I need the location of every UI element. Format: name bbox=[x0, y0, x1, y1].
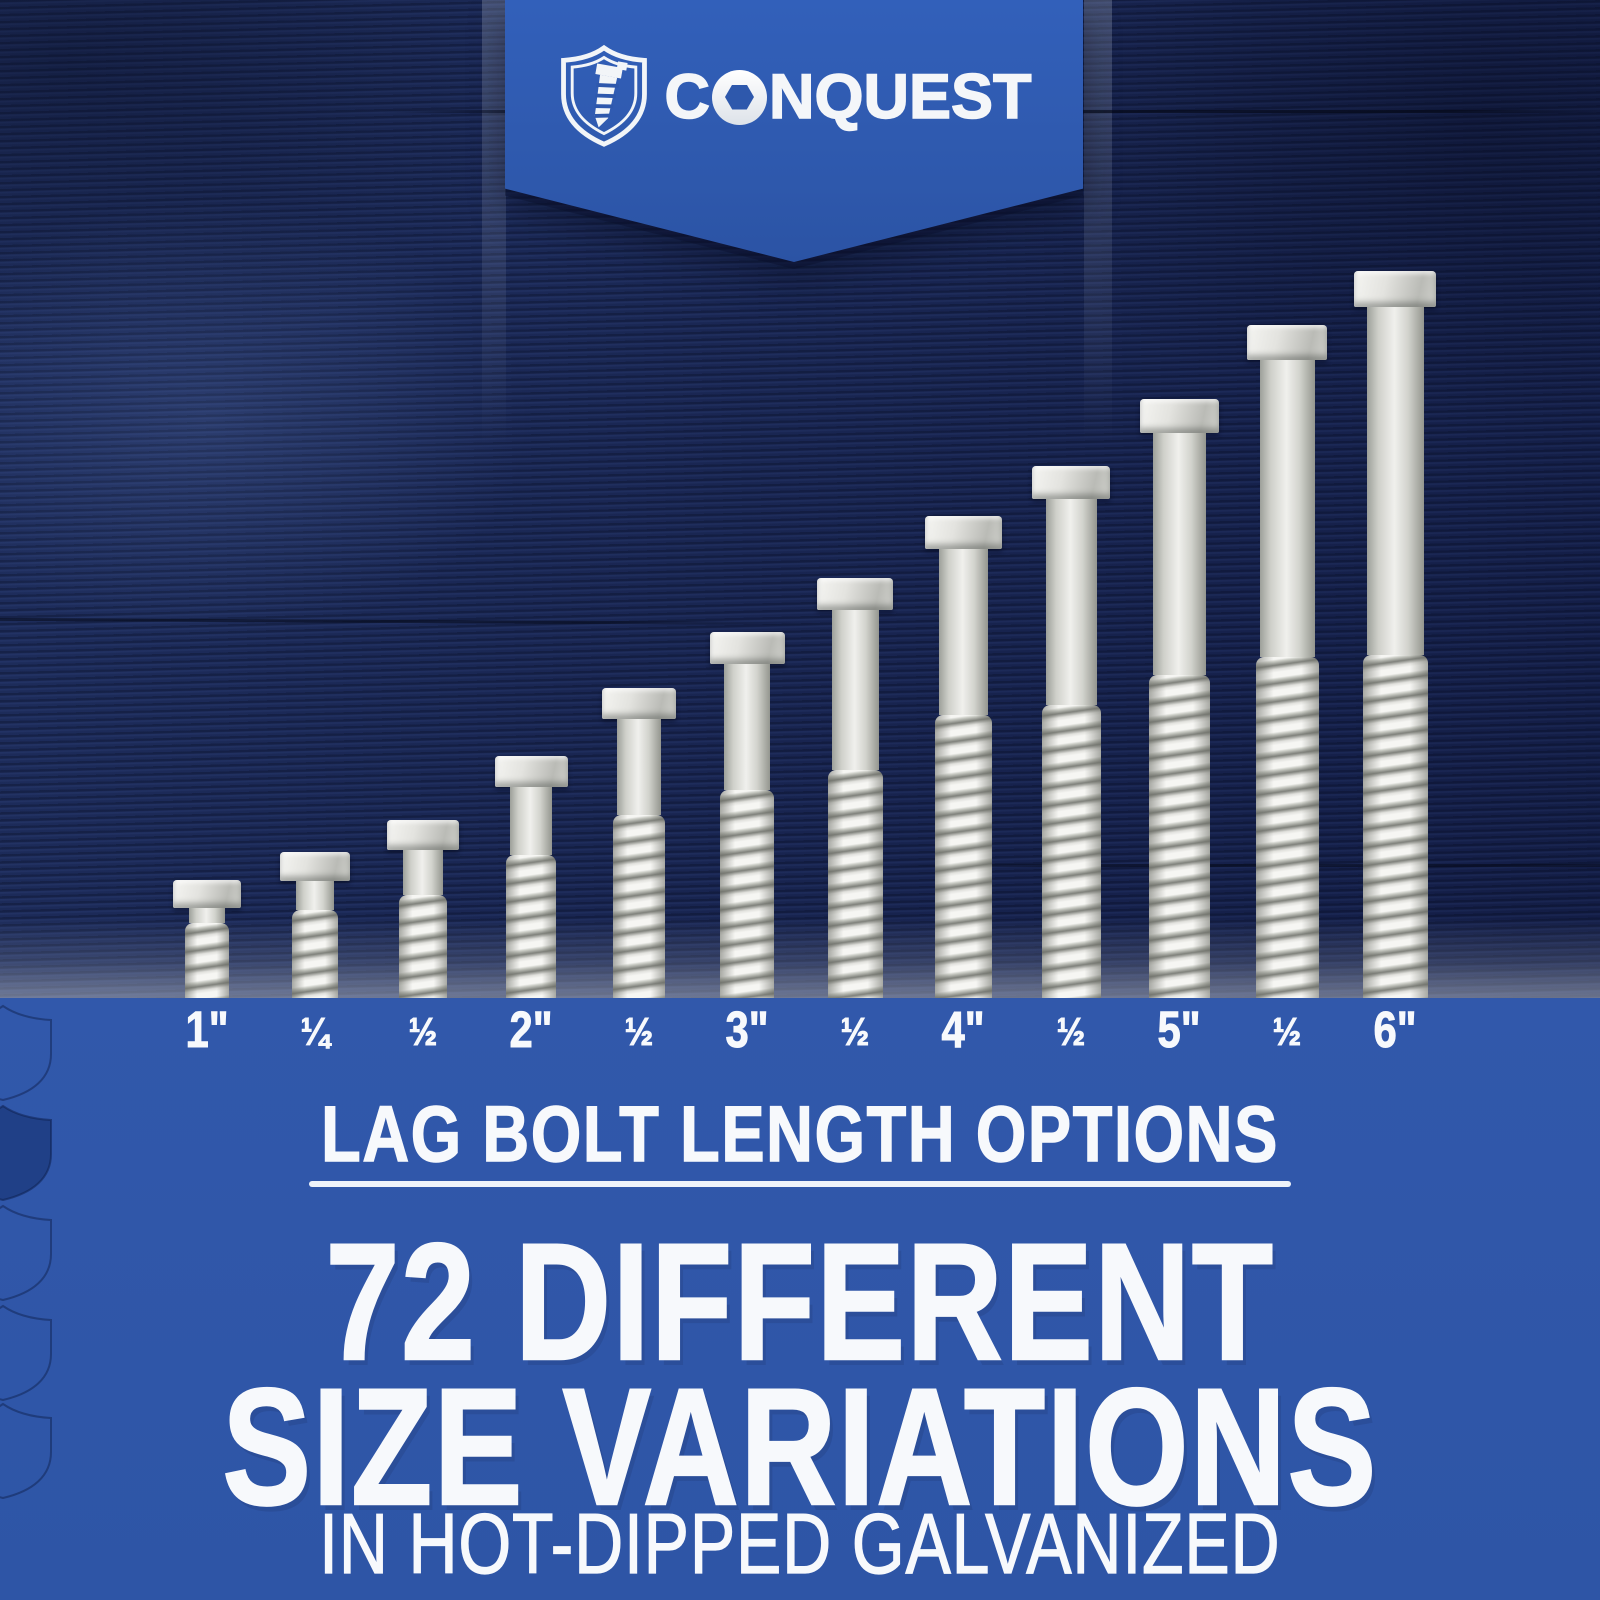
bolt-threads bbox=[292, 910, 338, 1005]
brand-ribbon: C NQUEST bbox=[505, 0, 1083, 262]
bolt-threads bbox=[399, 895, 447, 1005]
bolt-head bbox=[1354, 271, 1436, 307]
shield-screw-icon bbox=[561, 44, 648, 147]
brand-logo: C NQUEST bbox=[505, 44, 1083, 150]
bolt-head bbox=[1032, 466, 1110, 499]
brand-name-part1: C bbox=[664, 61, 711, 132]
bolt-shank bbox=[1152, 433, 1206, 675]
lag-bolt bbox=[1247, 325, 1327, 1005]
bolt-threads bbox=[1148, 675, 1210, 1005]
headline-underline bbox=[309, 1181, 1291, 1187]
bolt-head bbox=[280, 852, 350, 881]
bolt-head bbox=[924, 516, 1002, 549]
shield-watermark-icon bbox=[0, 1104, 52, 1202]
size-label-row: 1" ¼ ½ 2" ½ 3" ½ 4" ½ 5" ½ 6" bbox=[0, 998, 1600, 1062]
lag-bolt bbox=[602, 688, 676, 1005]
size-label: ½ bbox=[1056, 1011, 1086, 1055]
bolt-shank bbox=[296, 881, 334, 910]
headline: LAG BOLT LENGTH OPTIONS bbox=[0, 1089, 1600, 1178]
bolt-shank bbox=[510, 787, 552, 855]
subtitle: IN HOT-DIPPED GALVANIZED bbox=[0, 1497, 1600, 1592]
bolt-threads bbox=[613, 815, 665, 1005]
brand-name-part2: NQUEST bbox=[768, 61, 1032, 132]
bolt-head bbox=[1247, 325, 1327, 360]
size-label: 3" bbox=[725, 1001, 769, 1059]
lag-bolt bbox=[280, 852, 350, 1005]
floor-haze bbox=[0, 918, 1600, 998]
lag-bolt bbox=[1032, 466, 1110, 1005]
headline-text: LAG BOLT LENGTH OPTIONS bbox=[320, 1089, 1279, 1178]
size-label: ½ bbox=[624, 1011, 654, 1055]
hex-nut-o-glyph bbox=[711, 69, 767, 125]
bolt-shank bbox=[938, 549, 988, 715]
subtitle-text: IN HOT-DIPPED GALVANIZED bbox=[319, 1497, 1281, 1592]
lag-bolt bbox=[387, 820, 459, 1005]
lag-bolt bbox=[494, 756, 568, 1005]
bolt-threads bbox=[506, 855, 556, 1005]
bolt-threads bbox=[934, 715, 992, 1005]
size-label: ½ bbox=[408, 1011, 438, 1055]
lag-bolt bbox=[709, 632, 785, 1005]
bolt-threads bbox=[1362, 655, 1428, 1005]
size-label: 2" bbox=[509, 1001, 553, 1059]
info-panel: 1" ¼ ½ 2" ½ 3" ½ 4" ½ 5" ½ 6" LAG BOLT LENGTH OPTIO… bbox=[0, 998, 1600, 1600]
bolt-shank bbox=[617, 719, 661, 815]
shield-watermark-column bbox=[0, 998, 78, 1600]
size-label: 5" bbox=[1157, 1001, 1201, 1059]
shield-watermark-icon bbox=[0, 1004, 52, 1102]
bolt-head bbox=[1139, 399, 1219, 433]
bolt-threads bbox=[1041, 705, 1101, 1005]
title-line-1: 72 DIFFERENT bbox=[0, 1210, 1600, 1395]
lag-bolt bbox=[173, 880, 241, 1005]
lag-bolt bbox=[1354, 271, 1436, 1005]
wood-crack bbox=[880, 864, 1600, 867]
size-label: ½ bbox=[1272, 1011, 1302, 1055]
bolt-shank bbox=[1366, 307, 1424, 655]
shield-watermark-icon bbox=[0, 1402, 52, 1500]
screw-glyph bbox=[595, 61, 629, 128]
bolt-head bbox=[709, 632, 785, 664]
bolt-shank bbox=[403, 850, 443, 895]
size-label: 6" bbox=[1373, 1001, 1417, 1059]
size-label: 1" bbox=[185, 1001, 229, 1059]
bolt-threads bbox=[827, 770, 883, 1005]
bolt-shank bbox=[831, 610, 879, 770]
bolt-shank bbox=[724, 664, 770, 790]
title-line-1-text: 72 DIFFERENT bbox=[325, 1210, 1275, 1395]
bolt-shank bbox=[1045, 499, 1097, 705]
size-label: ½ bbox=[840, 1011, 870, 1055]
shield-watermark-icon bbox=[0, 1304, 52, 1402]
title-line-2: SIZE VARIATIONS bbox=[0, 1355, 1600, 1540]
bolt-head bbox=[173, 880, 241, 908]
lag-bolt bbox=[817, 578, 893, 1005]
lag-bolt bbox=[924, 516, 1002, 1005]
title-line-2-text: SIZE VARIATIONS bbox=[221, 1355, 1378, 1540]
size-label: ¼ bbox=[300, 1011, 330, 1055]
bolt-head bbox=[817, 578, 893, 610]
bolt-head bbox=[494, 756, 568, 787]
shield-watermark-icon bbox=[0, 1204, 52, 1302]
bolt-threads bbox=[1255, 657, 1319, 1005]
bolt-threads bbox=[720, 790, 774, 1005]
bolt-shank bbox=[189, 908, 225, 923]
bolt-head bbox=[602, 688, 676, 719]
bolt-threads bbox=[185, 923, 229, 1005]
size-label: 4" bbox=[941, 1001, 985, 1059]
lag-bolt bbox=[1139, 399, 1219, 1005]
bolt-shank bbox=[1259, 360, 1315, 657]
bolt-head bbox=[387, 820, 459, 850]
brand-name: C NQUEST bbox=[664, 61, 1033, 132]
